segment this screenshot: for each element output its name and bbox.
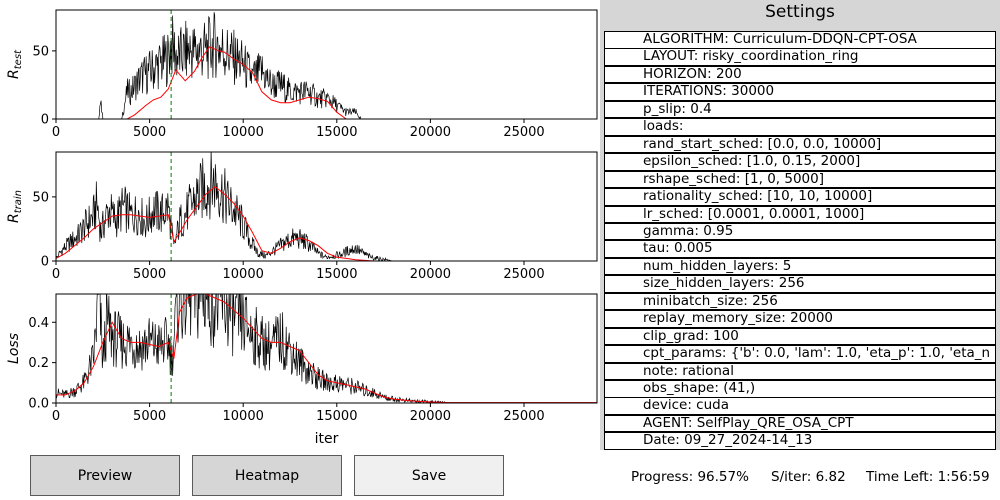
raw-series-line [56,152,597,261]
y-tick-label: 0.2 [28,356,49,371]
y-tick-label: 0 [41,255,49,270]
save-button[interactable]: Save [354,455,504,496]
settings-item: device: cuda [604,397,996,415]
axes-frame [55,293,598,404]
x-tick-label: 25000 [503,125,544,140]
status-bar: Progress: 96.57% S/iter: 6.82 Time Left:… [600,462,1000,492]
settings-panel: Settings ALGORITHM: Curriculum-DDQN-CPT-… [600,0,1000,450]
x-tick-label: 15000 [316,125,357,140]
settings-item: epsilon_sched: [1.0, 0.15, 2000] [604,153,996,171]
y-tick-label: 0.4 [28,316,49,331]
settings-item: size_hidden_layers: 256 [604,275,996,293]
x-tick-label: 0 [52,409,60,424]
settings-item: clip_grad: 100 [604,327,996,346]
x-tick-label: 5000 [133,125,166,140]
x-tick-label: 0 [52,267,60,282]
axes-frame [55,151,598,262]
x-tick-label: 0 [52,125,60,140]
x-tick-label: 25000 [503,409,544,424]
settings-item: cpt_params: {'b': 0.0, 'lam': 1.0, 'eta_… [604,345,996,363]
settings-item: minibatch_size: 256 [604,292,996,311]
smoothed-series-line [56,46,597,119]
chart-panel-3: 0 5000 10000 15000 20000 25000 0.0 0.2 0.4 Loss it… [6,293,598,447]
settings-item: obs_shape: (41,) [604,380,996,398]
settings-item: loads: [604,118,996,136]
settings-item: Date: 09_27_2024-14_13 [604,432,996,450]
y-tick-label: 50 [32,44,49,59]
settings-item: rshape_sched: [1, 0, 5000] [604,170,996,189]
x-tick-label: 5000 [133,267,166,282]
settings-item: note: rational [604,362,996,381]
preview-button[interactable]: Preview [30,455,180,496]
chart-panel-2: 0 5000 10000 15000 20000 25000 0 50 Rtrain [6,151,598,282]
x-tick-label: 10000 [223,267,264,282]
settings-item: rationality_sched: [10, 10, 10000] [604,188,996,206]
x-tick-label: 5000 [133,409,166,424]
settings-item: AGENT: SelfPlay_QRE_OSA_CPT [604,414,996,433]
x-tick-label: 15000 [316,409,357,424]
x-tick-label: 20000 [410,409,451,424]
x-tick-label: 10000 [223,409,264,424]
settings-item: p_slip: 0.4 [604,100,996,119]
x-tick-label: 25000 [503,267,544,282]
settings-item: gamma: 0.95 [604,222,996,241]
smoothed-series-line [56,185,597,261]
progress-text: Progress: 96.57% [631,469,749,485]
settings-item: HORIZON: 200 [604,65,996,84]
x-tick-label: 15000 [316,267,357,282]
x-tick-label: 20000 [410,125,451,140]
plot-area [56,12,597,119]
settings-title: Settings [765,2,835,22]
plot-area [56,152,597,261]
y-axis-label: Loss [6,333,22,364]
settings-item: lr_sched: [0.0001, 0.0001, 1000] [604,205,996,223]
axes-frame [55,9,598,120]
seconds-per-iter-text: S/iter: 6.82 [771,469,846,485]
y-tick-label: 0 [41,113,49,128]
settings-item: replay_memory_size: 20000 [604,310,996,328]
settings-item: rand_start_sched: [0.0, 0.0, 10000] [604,135,996,154]
settings-item: num_hidden_layers: 5 [604,257,996,276]
settings-item: ITERATIONS: 30000 [604,83,996,101]
time-left-text: Time Left: 1:56:59 [866,469,990,485]
x-tick-label: 20000 [410,267,451,282]
settings-item: ALGORITHM: Curriculum-DDQN-CPT-OSA [604,31,996,49]
y-tick-label: 50 [32,190,49,205]
settings-item: tau: 0.005 [604,240,996,258]
raw-series-line [56,12,597,119]
chart-panel-1: 0 5000 10000 15000 20000 25000 0 50 Rtest [6,9,598,140]
smoothed-series-line [56,294,597,403]
x-tick-label: 10000 [223,125,264,140]
y-tick-label: 0.0 [28,397,49,412]
y-axis-label: Rtest [6,49,24,79]
x-axis-label: iter [315,431,339,447]
settings-item: LAYOUT: risky_coordination_ring [604,48,996,66]
heatmap-button[interactable]: Heatmap [192,455,342,496]
y-axis-label: Rtrain [6,190,24,223]
